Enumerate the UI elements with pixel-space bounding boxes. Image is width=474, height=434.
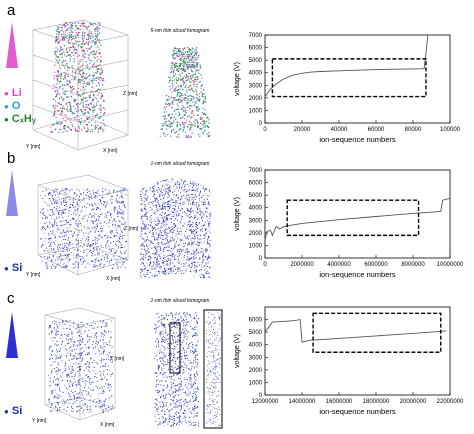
x-tick-label: 12000000 [252,399,279,405]
x-tick-label: 40000 [331,127,348,133]
x-tick-label: 8000000 [401,262,425,268]
legend-item-si: ● Si [4,405,23,417]
panel-letter-c: c [7,290,15,307]
x-axis-label: ion-sequence numbers [319,270,396,279]
x-tick-label: 6000000 [364,262,388,268]
x-tick-label: 80000 [405,127,422,133]
z-axis-label: Z [nm] [110,356,125,362]
voltage-chart-b: 0 1000 2000 3000 4000 5000 6000 7000 0 2000000 400… [234,168,464,279]
y-tick-label: 4000 [249,71,263,77]
y-axis-label: Y [nm] [26,144,41,150]
concentration-wedge-c [6,312,18,358]
x-tick-label: 0 [263,127,267,133]
y-axis-label: Y [nm] [26,272,41,278]
legend-b: ● Si [4,262,22,274]
legend-a: ● Li ● O ● CₓHᵧ [4,87,36,126]
voltage-series-line [264,197,451,241]
y-tick-label: 4000 [249,343,263,349]
legend-item-o: ● O [4,100,21,112]
y-tick-label: 1000 [249,108,263,114]
y-tick-label: 4000 [249,206,263,212]
plot-frame [264,34,451,124]
x-tick-label: 10000000 [437,262,464,268]
legend-dot: ● [4,89,9,98]
y-tick-label: 6000 [249,181,263,187]
tomogram-title-b: 1-nm thin sliced fomogram [150,161,210,167]
concentration-wedge-b [6,170,18,216]
atom-probe-reconstruction-b: Z [nm] Y [nm] X [nm] [26,174,139,282]
x-axis-label: X [nm] [106,276,121,282]
y-tick-label: 2000 [249,231,263,237]
y-axis-label: Y [nm] [32,418,47,424]
y-tick-label: 1000 [249,243,263,249]
y-tick-label: 3000 [249,83,263,89]
legend-c: ● Si [4,405,22,417]
x-tick-label: 60000 [368,127,385,133]
x-axis-label: ion-sequence numbers [319,407,396,416]
x-tick-label: 18000000 [363,399,390,405]
y-tick-label: 0 [259,256,263,262]
x-tick-label: 22000000 [437,399,464,405]
x-tick-label: 20000000 [400,399,427,405]
atom-probe-reconstruction-a: Z [nm] Y [nm] X [nm] [26,19,138,154]
sliced-tomogram-a [159,47,211,139]
x-tick-label: 20000 [294,127,311,133]
z-axis-label: Z [nm] [124,226,139,232]
x-tick-label: 16000000 [326,399,353,405]
legend-item-li: ● Li [4,87,22,99]
y-tick-label: 2000 [249,368,263,374]
sliced-tomogram-b [140,178,211,278]
voltage-series-line [264,319,447,343]
y-tick-label: 5000 [249,58,263,64]
y-tick-label: 3000 [249,355,263,361]
y-tick-label: 6000 [249,46,263,52]
y-tick-label: 6000 [249,318,263,324]
y-tick-label: 2000 [249,96,263,102]
y-tick-label: 0 [259,393,263,399]
x-axis-label: X [nm] [100,422,115,428]
analysis-window-box [312,312,442,353]
plot-frame [264,169,451,259]
x-tick-label: 14000000 [289,399,316,405]
z-axis-label: Z [nm] [123,91,138,97]
y-tick-label: 0 [259,121,263,127]
y-axis-label: voltage (V) [234,334,241,368]
legend-item-cxhy: ● CₓHᵧ [4,113,36,125]
x-axis-label: X [nm] [103,148,118,154]
atom-probe-reconstruction-c: Z [nm] Y [nm] X [nm] [32,307,125,428]
legend-item-si: ● Si [4,262,23,274]
legend-dot: ● [4,115,9,124]
voltage-chart-a: 0 1000 2000 3000 4000 5000 6000 7000 0 20000 40000… [234,33,461,144]
tomogram-title-a: 5-nm thin sliced fomogram [150,28,210,34]
y-tick-label: 5000 [249,330,263,336]
y-tick-label: 7000 [249,168,263,174]
y-axis-label: voltage (V) [234,62,241,96]
x-tick-label: 2000000 [290,262,314,268]
voltage-series-line [264,34,429,97]
panel-letter-a: a [7,2,16,19]
tomogram-title-c: 1-nm thin sliced fomogram [150,298,210,304]
x-tick-label: 0 [263,262,267,268]
voltage-chart-c: 0 1000 2000 3000 4000 5000 6000 12000000 1400000… [234,306,464,416]
y-tick-label: 3000 [249,218,263,224]
analysis-window-box [286,199,420,237]
plot-frame [264,306,451,396]
legend-dot: ● [4,407,9,416]
x-tick-label: 100000 [440,127,461,133]
x-tick-label: 4000000 [327,262,351,268]
y-axis-label: voltage (V) [234,197,241,231]
x-axis-label: ion-sequence numbers [319,135,396,144]
y-tick-label: 5000 [249,193,263,199]
legend-dot: ● [4,264,9,273]
sliced-tomogram-c [154,309,223,429]
concentration-wedge-a [6,22,18,68]
panel-letter-b: b [7,150,16,167]
y-tick-label: 1000 [249,380,263,386]
y-tick-label: 7000 [249,33,263,39]
analysis-window-box [271,58,427,98]
legend-dot: ● [4,102,9,111]
